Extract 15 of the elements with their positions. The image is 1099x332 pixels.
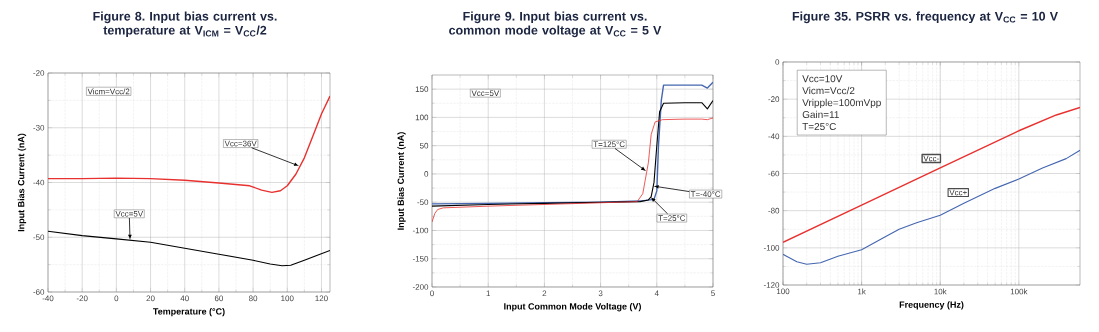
x-axis-title: Temperature (°C): [153, 308, 225, 317]
y-axis-title: Input Bias Current (nA): [17, 133, 27, 232]
line-series: [48, 230, 330, 267]
annotation: T=25°C: [802, 123, 836, 131]
chart-title: Figure 9. Input bias current vs. common mode voltage at V$_{CC}$ = 5 V: [449, 11, 662, 38]
line-series: [48, 95, 330, 194]
chart-title: Figure 35. PSRR vs. frequency at V$_{CC}$ = 10 V: [792, 11, 1058, 24]
y-axis-title: Input Bias Current (nA): [397, 132, 406, 230]
annotation: Vicm=Vcc/2: [802, 86, 855, 95]
x-axis-title: Frequency (Hz): [899, 301, 964, 310]
chart-title: Figure 8. Input bias current vs. temperature at V$_{ICM}$ = V$_{CC}$/2: [93, 11, 277, 38]
annotation: Vcc=10V: [802, 75, 843, 83]
annotation: Gain=11: [802, 110, 839, 119]
annotation: Vripple=100mVpp: [802, 98, 881, 109]
x-axis-title: Input Common Mode Voltage (V): [504, 303, 641, 312]
